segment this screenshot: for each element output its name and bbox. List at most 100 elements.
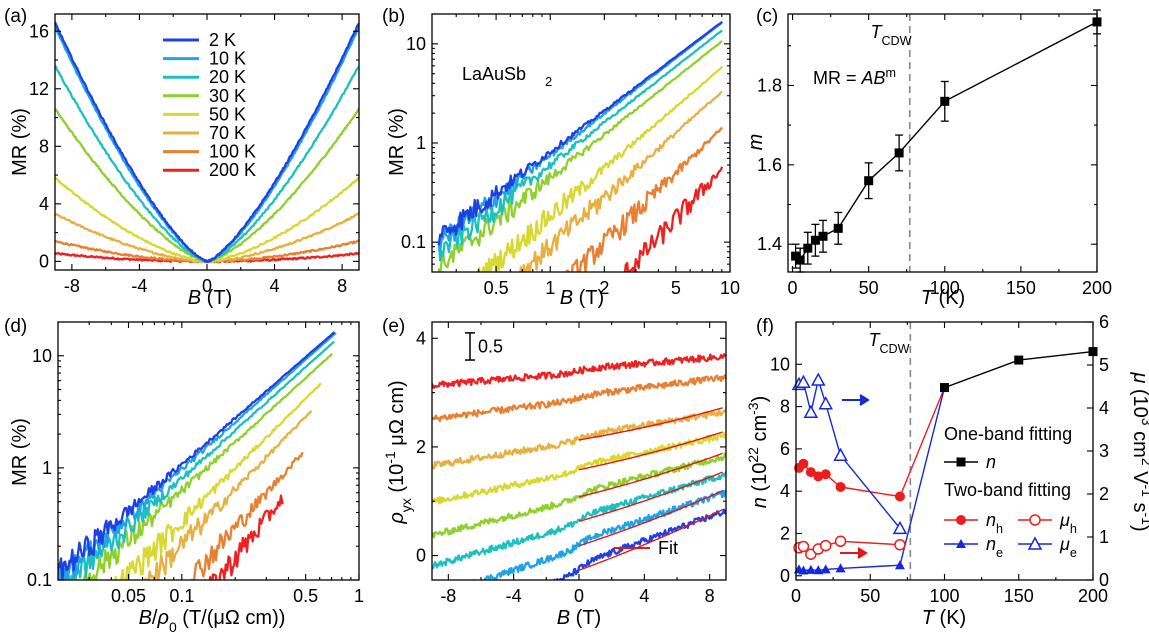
mr-log-curve: [437, 20, 723, 246]
scaled-mr-curve: [208, 494, 284, 580]
y-tick-label: 0.1: [27, 570, 52, 590]
fit-curve: [578, 471, 723, 522]
panel-c-frame: [787, 13, 1098, 273]
mu-axis-arrow-red: [840, 547, 868, 559]
scaled-mr-curve: [58, 331, 337, 580]
legend-ne-label: ne: [986, 534, 1003, 560]
y-tick-label: 1: [42, 458, 52, 478]
x-tick-label: 0: [788, 278, 798, 298]
legend-label: 70 K: [209, 123, 246, 143]
x-tick-label: 100: [930, 278, 960, 298]
legend-two-band-title: Two-band fitting: [944, 480, 1071, 500]
legend-ne-marker: [956, 539, 966, 548]
m-connector-line: [795, 21, 1098, 261]
y-right-tick-label: 2: [1099, 484, 1109, 504]
x-tick-label: 2: [599, 278, 609, 298]
hall-curve: [432, 374, 726, 423]
x-tick-label: 1: [545, 278, 555, 298]
m-point: [940, 96, 950, 106]
legend-nh-marker: [956, 515, 966, 525]
panel-label: (e): [382, 316, 405, 337]
legend-label: 2 K: [209, 30, 236, 50]
legend-nh-label: nh: [986, 510, 1003, 536]
mr-log-curve: [437, 40, 723, 272]
legend-n-marker: [956, 457, 966, 467]
mu-axis-arrow: [842, 394, 870, 406]
fit-legend-label: Fit: [658, 538, 678, 558]
y-tick-label: 8: [780, 397, 790, 417]
muh-point: [894, 538, 906, 551]
mr-curve: [55, 107, 359, 264]
x-tick-label: 0: [574, 586, 584, 606]
y-tick-label: 1.4: [757, 234, 782, 254]
x-tick-label: 100: [929, 586, 959, 606]
y-tick-label: 16: [29, 21, 49, 41]
panel-a-plot-area: [55, 21, 359, 264]
muh-point: [834, 535, 847, 548]
mr-curve: [55, 65, 359, 263]
m-point: [810, 235, 820, 245]
x-axis-title: T (K): [922, 607, 966, 629]
panel-c: 0 50 100 150 200 1.4 1.6 1.8 TCDW MR = ABm T (K) m: [745, 9, 1112, 309]
m-point: [791, 251, 801, 261]
y-tick-label: 2: [416, 437, 426, 457]
panel-d-plot-area: [58, 331, 337, 580]
ne-point: [820, 564, 831, 574]
ne-point: [798, 565, 809, 575]
legend-mue-marker: [1027, 536, 1043, 550]
scale-bar-label: 0.5: [478, 336, 503, 356]
mue-point: [833, 447, 848, 462]
y-tick-label: 8: [39, 136, 49, 156]
m-point: [803, 243, 813, 253]
x-tick-label: 150: [1004, 586, 1034, 606]
scaled-mr-curve: [58, 331, 336, 580]
x-tick-label: 0.5: [293, 586, 318, 606]
mue-point: [818, 396, 833, 410]
y-tick-label: 0: [780, 566, 790, 586]
scaled-mr-curve: [65, 340, 335, 580]
y-right-tick-label: 3: [1099, 441, 1109, 461]
y-tick-label: 10: [406, 34, 426, 54]
m-point: [818, 231, 828, 241]
y-axis-title: MR (%): [9, 108, 31, 176]
scaling-formula: MR = ABm: [813, 66, 896, 88]
panel-label: (d): [4, 316, 27, 337]
legend-label: 30 K: [209, 86, 246, 106]
legend-label: 10 K: [209, 49, 246, 69]
y-axis-title-left: n (1022 cm-3): [745, 396, 771, 509]
y-axis-title: MR (%): [386, 108, 408, 176]
y-tick-label: 12: [29, 79, 49, 99]
panel-e-plot-area: [432, 353, 726, 580]
x-tick-label: -8: [440, 586, 456, 606]
y-tick-label: 4: [780, 481, 790, 501]
panel-label: (b): [382, 6, 405, 27]
ne-point: [894, 560, 905, 570]
fit-curve: [578, 490, 723, 547]
x-tick-label: 5: [671, 278, 681, 298]
fit-curve: [578, 508, 724, 571]
mue-point: [892, 520, 908, 535]
mue-point: [803, 404, 819, 419]
x-tick-label: 0: [202, 276, 212, 296]
x-axis-title: T (K): [921, 287, 965, 309]
legend-label: 200 K: [209, 160, 256, 180]
y-right-tick-label: 1: [1099, 527, 1109, 547]
x-axis-title: B (T): [557, 607, 601, 629]
y-tick-label: 4: [39, 194, 49, 214]
legend-muh-marker: [1029, 514, 1041, 526]
mr-log-curve: [437, 29, 723, 262]
scaled-mr-curve: [114, 382, 322, 580]
scaled-mr-curve: [190, 451, 304, 580]
y-tick-label: 10: [770, 354, 790, 374]
y-tick-label: 0.1: [401, 232, 426, 252]
tcdw-label: TCDW: [868, 330, 909, 356]
y-right-tick-label: 0: [1099, 570, 1109, 590]
legend-label: 50 K: [209, 104, 246, 124]
y-axis-title: ρyx (10-1 μΩ cm): [382, 380, 414, 524]
y-tick-label: 4: [416, 328, 426, 348]
x-tick-label: 8: [705, 586, 715, 606]
panel-label: (a): [4, 6, 27, 27]
x-axis-title: B (T): [560, 287, 604, 309]
